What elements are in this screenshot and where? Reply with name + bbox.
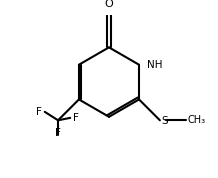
- Text: NH: NH: [147, 60, 163, 70]
- Text: F: F: [36, 107, 42, 117]
- Text: CH₃: CH₃: [188, 115, 206, 125]
- Text: O: O: [105, 0, 113, 9]
- Text: F: F: [73, 113, 79, 123]
- Text: F: F: [55, 128, 61, 138]
- Text: S: S: [162, 116, 168, 126]
